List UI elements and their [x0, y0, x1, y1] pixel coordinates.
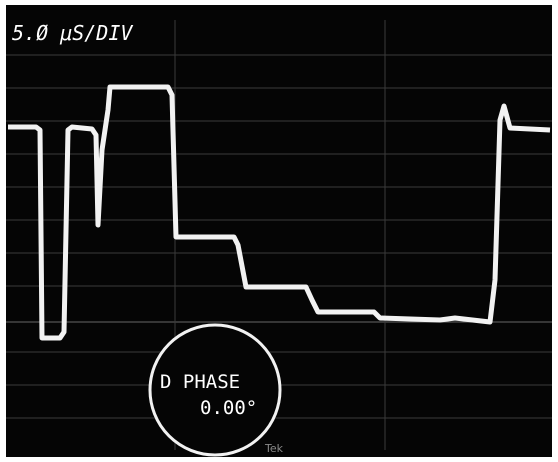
readout-label: D PHASE [160, 371, 240, 393]
readout-circle [148, 323, 282, 457]
timebase: 5.Ø μS/DIV [12, 21, 133, 45]
readout-value: 0.00° [200, 397, 257, 419]
waveform [8, 84, 551, 341]
brand: Tek [264, 442, 284, 455]
